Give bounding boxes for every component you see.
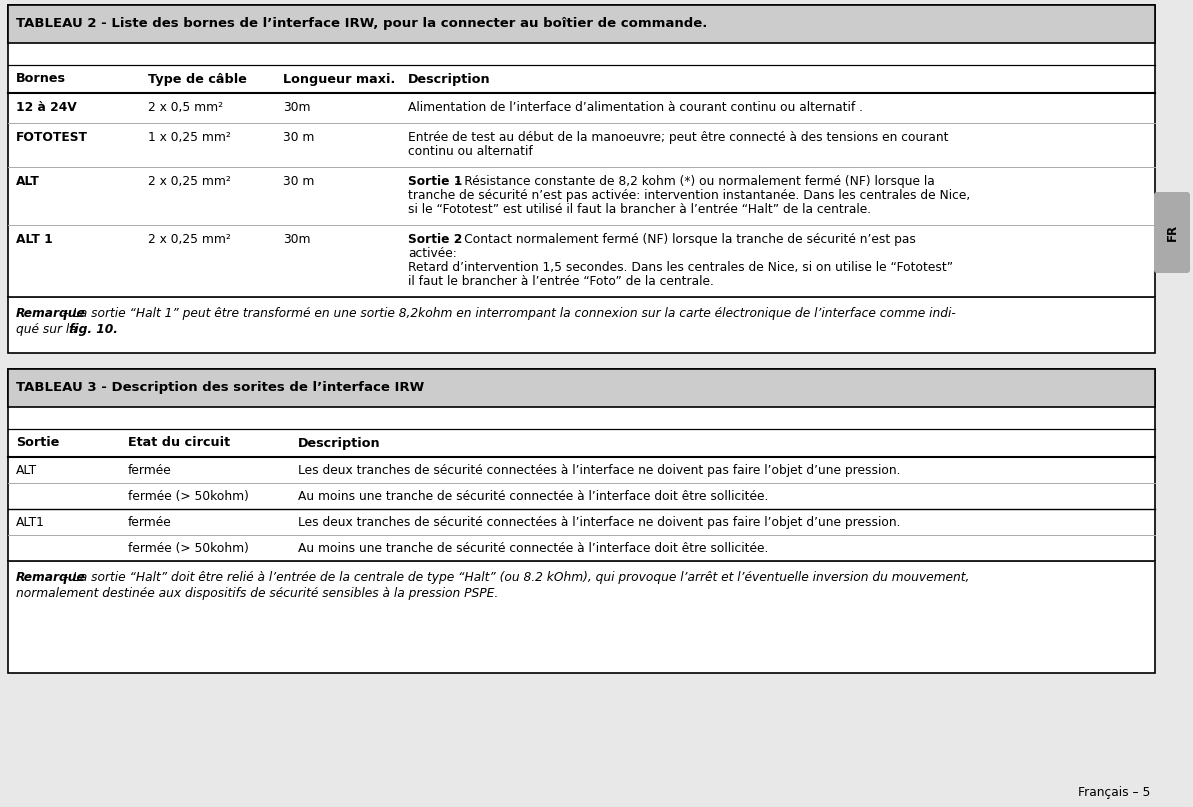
Text: Bornes: Bornes xyxy=(16,73,66,86)
Text: ALT 1: ALT 1 xyxy=(16,233,52,246)
Text: ALT1: ALT1 xyxy=(16,516,45,529)
Text: fermée: fermée xyxy=(128,464,172,477)
Text: il faut le brancher à l’entrée “Foto” de la centrale.: il faut le brancher à l’entrée “Foto” de… xyxy=(408,275,713,288)
Bar xyxy=(8,5,1155,353)
Text: Longueur maxi.: Longueur maxi. xyxy=(283,73,395,86)
Text: FOTOTEST: FOTOTEST xyxy=(16,131,88,144)
Text: Etat du circuit: Etat du circuit xyxy=(128,437,230,449)
Text: - Résistance constante de 8,2 kohm (*) ou normalement fermé (NF) lorsque la: - Résistance constante de 8,2 kohm (*) o… xyxy=(452,175,935,188)
Text: Type de câble: Type de câble xyxy=(148,73,247,86)
Text: Entrée de test au début de la manoeuvre; peut être connecté à des tensions en co: Entrée de test au début de la manoeuvre;… xyxy=(408,131,948,144)
Text: Description: Description xyxy=(408,73,490,86)
Text: 2 x 0,5 mm²: 2 x 0,5 mm² xyxy=(148,101,223,114)
Text: – La sortie “Halt” doit être relié à l’entrée de la centrale de type “Halt” (ou : – La sortie “Halt” doit être relié à l’e… xyxy=(60,571,970,584)
Text: Alimentation de l’interface d’alimentation à courant continu ou alternatif .: Alimentation de l’interface d’alimentati… xyxy=(408,101,863,114)
Text: si le “Fototest” est utilisé il faut la brancher à l’entrée “Halt” de la central: si le “Fototest” est utilisé il faut la … xyxy=(408,203,871,216)
Text: fig. 10.: fig. 10. xyxy=(69,323,118,336)
Bar xyxy=(1157,195,1187,270)
Text: Sortie: Sortie xyxy=(16,437,60,449)
Text: fermée (> 50kohm): fermée (> 50kohm) xyxy=(128,542,249,555)
Text: activée:: activée: xyxy=(408,247,457,260)
Text: 2 x 0,25 mm²: 2 x 0,25 mm² xyxy=(148,233,230,246)
Text: - Contact normalement fermé (NF) lorsque la tranche de sécurité n’est pas: - Contact normalement fermé (NF) lorsque… xyxy=(452,233,916,246)
Text: Sortie 2: Sortie 2 xyxy=(408,233,463,246)
Bar xyxy=(8,369,1155,407)
Text: fermée: fermée xyxy=(128,516,172,529)
Text: 1 x 0,25 mm²: 1 x 0,25 mm² xyxy=(148,131,230,144)
Text: Remarque: Remarque xyxy=(16,571,86,584)
Bar xyxy=(8,5,1155,43)
Text: Les deux tranches de sécurité connectées à l’interface ne doivent pas faire l’ob: Les deux tranches de sécurité connectées… xyxy=(298,464,901,477)
Text: Français – 5: Français – 5 xyxy=(1077,786,1150,799)
Text: fermée (> 50kohm): fermée (> 50kohm) xyxy=(128,490,249,503)
Text: – La sortie “Halt 1” peut être transformé en une sortie 8,2kohm en interrompant : – La sortie “Halt 1” peut être transform… xyxy=(60,307,956,320)
Text: 12 à 24V: 12 à 24V xyxy=(16,101,76,114)
FancyBboxPatch shape xyxy=(1154,192,1189,273)
Text: Au moins une tranche de sécurité connectée à l’interface doit être sollicitée.: Au moins une tranche de sécurité connect… xyxy=(298,490,768,503)
Text: 30 m: 30 m xyxy=(283,131,315,144)
Text: 30m: 30m xyxy=(283,101,310,114)
Text: Sortie 1: Sortie 1 xyxy=(408,175,463,188)
Text: Les deux tranches de sécurité connectées à l’interface ne doivent pas faire l’ob: Les deux tranches de sécurité connectées… xyxy=(298,516,901,529)
Text: ALT: ALT xyxy=(16,175,39,188)
Text: qué sur la: qué sur la xyxy=(16,323,81,336)
Text: 2 x 0,25 mm²: 2 x 0,25 mm² xyxy=(148,175,230,188)
Text: Description: Description xyxy=(298,437,381,449)
Text: 30 m: 30 m xyxy=(283,175,315,188)
Text: normalement destinée aux dispositifs de sécurité sensibles à la pression PSPE.: normalement destinée aux dispositifs de … xyxy=(16,587,499,600)
Text: FR: FR xyxy=(1166,224,1179,241)
Text: Remarque: Remarque xyxy=(16,307,86,320)
Bar xyxy=(8,369,1155,673)
Text: 30m: 30m xyxy=(283,233,310,246)
Text: TABLEAU 3 - Description des sorites de l’interface IRW: TABLEAU 3 - Description des sorites de l… xyxy=(16,382,425,395)
Text: Retard d’intervention 1,5 secondes. Dans les centrales de Nice, si on utilise le: Retard d’intervention 1,5 secondes. Dans… xyxy=(408,261,953,274)
Text: Au moins une tranche de sécurité connectée à l’interface doit être sollicitée.: Au moins une tranche de sécurité connect… xyxy=(298,542,768,555)
Text: TABLEAU 2 - Liste des bornes de l’interface IRW, pour la connecter au boîtier de: TABLEAU 2 - Liste des bornes de l’interf… xyxy=(16,18,707,31)
Text: tranche de sécurité n’est pas activée: intervention instantanée. Dans les centra: tranche de sécurité n’est pas activée: i… xyxy=(408,189,970,202)
Text: continu ou alternatif: continu ou alternatif xyxy=(408,145,533,158)
Text: ALT: ALT xyxy=(16,464,37,477)
